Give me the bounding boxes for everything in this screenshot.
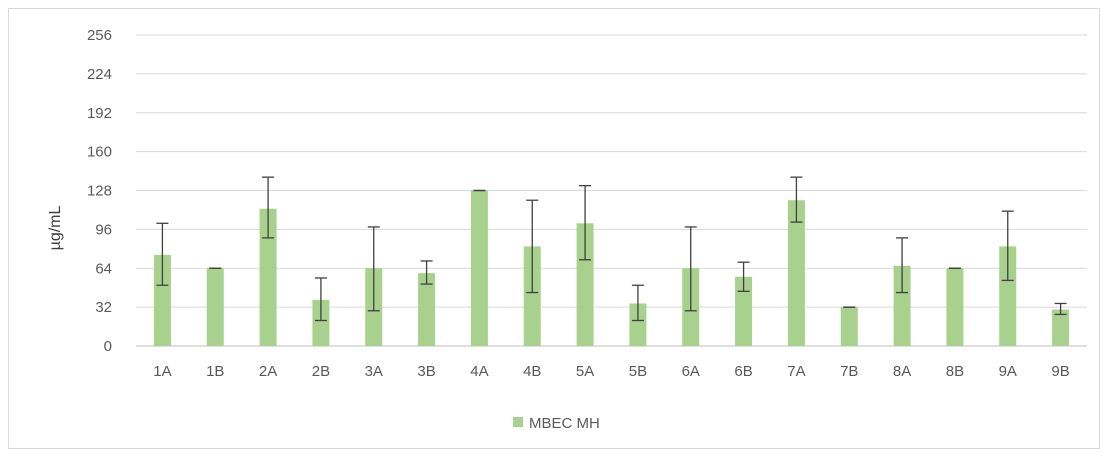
error-bars bbox=[156, 176, 1067, 322]
x-ticks: 1A 1B 2A 2B 3A 3B 4A 4B 5A 5B 6A 6B 7A 7B 8A 8B 9A 9B bbox=[153, 363, 1070, 380]
error-bar bbox=[684, 226, 697, 312]
x-tick-label: 6B bbox=[734, 363, 752, 380]
bar bbox=[259, 208, 277, 346]
bar bbox=[206, 268, 224, 346]
bar bbox=[946, 268, 964, 346]
bar bbox=[418, 273, 436, 346]
y-tick-label: 96 bbox=[95, 221, 112, 238]
gridlines bbox=[136, 34, 1087, 347]
error-bar bbox=[737, 261, 750, 292]
chart-frame bbox=[8, 8, 1100, 449]
y-tick-label: 128 bbox=[87, 183, 112, 200]
bar bbox=[470, 190, 488, 346]
bar bbox=[312, 299, 330, 346]
x-tick-label: 4A bbox=[470, 363, 488, 380]
y-tick-label: 160 bbox=[87, 144, 112, 161]
bar bbox=[999, 246, 1017, 346]
y-tick-label: 224 bbox=[87, 66, 112, 83]
x-tick-label: 8B bbox=[946, 363, 964, 380]
x-tick-label: 7A bbox=[787, 363, 805, 380]
error-bar bbox=[631, 284, 644, 322]
bar bbox=[523, 246, 541, 346]
x-tick-label: 5A bbox=[576, 363, 594, 380]
bar bbox=[787, 200, 805, 346]
bar bbox=[153, 254, 171, 346]
legend: MBEC MH bbox=[513, 415, 600, 432]
bars bbox=[153, 190, 1070, 346]
error-bar bbox=[526, 199, 539, 294]
y-ticks: 0 32 64 96 128 160 192 224 256 bbox=[87, 27, 112, 355]
legend-swatch bbox=[513, 417, 523, 427]
error-bar bbox=[367, 226, 380, 312]
error-bar bbox=[896, 237, 909, 294]
bar bbox=[735, 276, 753, 346]
error-bar bbox=[262, 176, 275, 239]
bar bbox=[629, 303, 647, 346]
y-axis-title: µg/mL bbox=[47, 206, 64, 251]
error-bar bbox=[790, 176, 803, 223]
x-tick-label: 9B bbox=[1051, 363, 1069, 380]
error-bar bbox=[156, 222, 169, 286]
x-tick-label: 5B bbox=[629, 363, 647, 380]
x-tick-label: 2A bbox=[259, 363, 277, 380]
x-tick-label: 7B bbox=[840, 363, 858, 380]
bar bbox=[893, 265, 911, 346]
legend-label: MBEC MH bbox=[529, 415, 600, 432]
error-bar bbox=[314, 277, 327, 322]
x-tick-label: 3B bbox=[417, 363, 435, 380]
y-tick-label: 192 bbox=[87, 105, 112, 122]
x-tick-label: 4B bbox=[523, 363, 541, 380]
x-tick-label: 1B bbox=[206, 363, 224, 380]
bar bbox=[1052, 309, 1070, 346]
x-tick-label: 9A bbox=[999, 363, 1017, 380]
x-tick-label: 1A bbox=[153, 363, 171, 380]
y-tick-label: 0 bbox=[104, 338, 112, 355]
y-tick-label: 32 bbox=[95, 299, 112, 316]
y-tick-label: 64 bbox=[95, 260, 112, 277]
bar bbox=[840, 307, 858, 346]
error-bar bbox=[579, 184, 592, 261]
error-bar bbox=[420, 260, 433, 285]
x-tick-label: 3A bbox=[365, 363, 383, 380]
bar bbox=[576, 223, 594, 346]
x-tick-label: 8A bbox=[893, 363, 911, 380]
y-tick-label: 256 bbox=[87, 27, 112, 44]
x-tick-label: 6A bbox=[682, 363, 700, 380]
x-tick-label: 2B bbox=[312, 363, 330, 380]
error-bar bbox=[1001, 210, 1014, 282]
error-bar bbox=[1054, 302, 1067, 316]
